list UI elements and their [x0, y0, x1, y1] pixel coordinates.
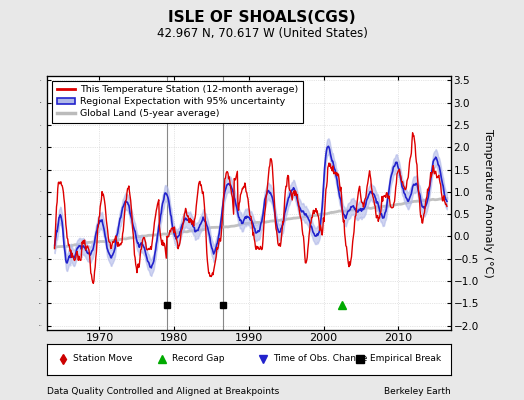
- Text: ISLE OF SHOALS(CGS): ISLE OF SHOALS(CGS): [168, 10, 356, 26]
- Text: Station Move: Station Move: [73, 354, 133, 364]
- Text: Record Gap: Record Gap: [172, 354, 225, 364]
- Text: Time of Obs. Change: Time of Obs. Change: [273, 354, 367, 364]
- Text: Data Quality Controlled and Aligned at Breakpoints: Data Quality Controlled and Aligned at B…: [47, 387, 279, 396]
- Text: 42.967 N, 70.617 W (United States): 42.967 N, 70.617 W (United States): [157, 28, 367, 40]
- Legend: This Temperature Station (12-month average), Regional Expectation with 95% uncer: This Temperature Station (12-month avera…: [52, 81, 303, 123]
- Text: Berkeley Earth: Berkeley Earth: [384, 387, 451, 396]
- Text: Empirical Break: Empirical Break: [370, 354, 441, 364]
- Y-axis label: Temperature Anomaly (°C): Temperature Anomaly (°C): [483, 129, 493, 277]
